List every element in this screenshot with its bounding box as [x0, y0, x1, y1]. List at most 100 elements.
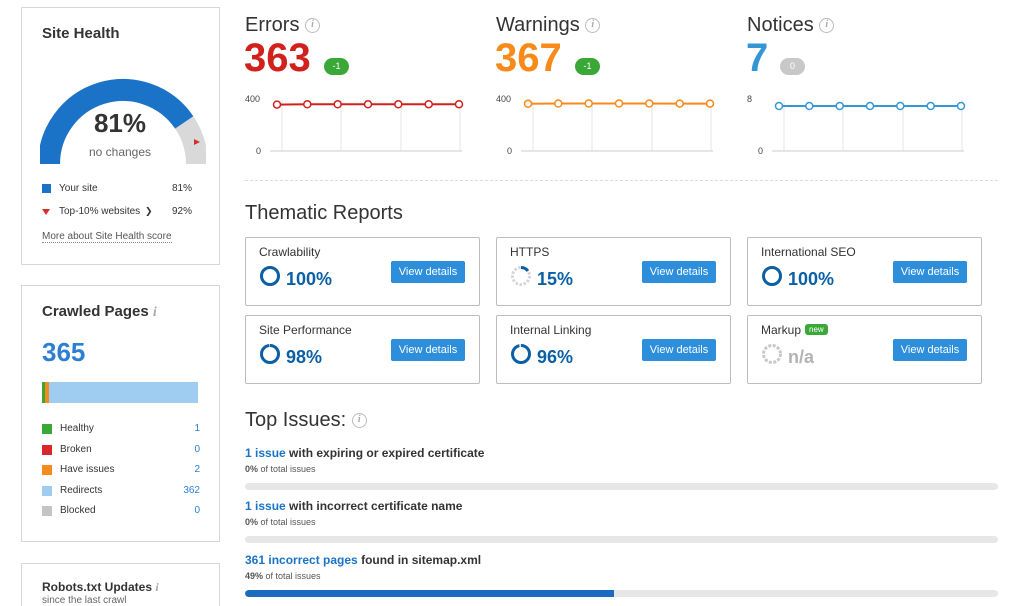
thematic-card-https: HTTPS 15% View details: [496, 237, 731, 306]
legend-swatch: [42, 464, 52, 475]
view-details-button[interactable]: View details: [391, 339, 465, 361]
thematic-reports-title: Thematic Reports: [245, 202, 403, 224]
notices-title: Notices i: [747, 14, 835, 37]
notices-label: Notices: [747, 14, 814, 36]
thematic-card-crawlability: Crawlability 100% View details: [245, 237, 480, 306]
warnings-point-1[interactable]: [554, 99, 563, 108]
crawled-row-label: Broken: [60, 444, 92, 455]
notices-point-4[interactable]: [896, 101, 905, 111]
bar-segment-healthy: [42, 382, 45, 403]
notices-point-3[interactable]: [865, 101, 875, 111]
crawled-pages-title: Crawled Pages i: [42, 303, 157, 320]
issue-progress-fill: [245, 590, 614, 597]
thematic-card-site-performance: Site Performance 98% View details: [245, 315, 480, 384]
issue-share: 0% of total issues: [245, 464, 316, 474]
errors-point-0[interactable]: [272, 100, 282, 109]
errors-point-4[interactable]: [394, 100, 403, 109]
axis-label: 400: [496, 94, 512, 104]
robots-subtitle: since the last crawl: [42, 595, 127, 606]
legend-value: 92%: [171, 206, 192, 217]
crawled-row-broken[interactable]: Broken 0: [42, 444, 200, 455]
legend-top10[interactable]: Top-10% websites ❯ 92%: [42, 206, 192, 217]
view-details-button[interactable]: View details: [642, 261, 716, 283]
errors-point-3[interactable]: [363, 100, 373, 109]
notices-count[interactable]: 7: [746, 36, 769, 80]
legend-swatch: [42, 423, 52, 434]
warnings-count[interactable]: 367: [495, 36, 562, 80]
errors-trend-chart: [270, 99, 464, 152]
warnings-point-0[interactable]: [523, 99, 533, 109]
info-icon[interactable]: i: [155, 580, 159, 594]
legend-swatch: [42, 505, 52, 516]
info-icon[interactable]: i: [351, 413, 367, 429]
bar-segment-have-issues: [45, 382, 49, 403]
info-icon[interactable]: i: [819, 18, 835, 34]
thematic-card-name: HTTPS: [510, 245, 550, 259]
site-health-status: no changes: [88, 145, 152, 159]
more-about-site-health-link[interactable]: More about Site Health score: [42, 231, 172, 243]
warnings-point-5[interactable]: [675, 99, 684, 108]
new-badge: new: [805, 324, 828, 335]
axis-label: 0: [758, 146, 764, 156]
view-details-button[interactable]: View details: [642, 339, 716, 361]
thematic-card-internal-linking: Internal Linking 96% View details: [496, 315, 731, 384]
chevron-down-icon[interactable]: ❯: [144, 206, 153, 216]
crawled-row-label: Healthy: [60, 423, 94, 434]
view-details-button[interactable]: View details: [893, 339, 967, 361]
warnings-point-6[interactable]: [705, 99, 715, 108]
warnings-point-2[interactable]: [584, 99, 593, 108]
notices-point-0[interactable]: [774, 101, 784, 111]
crawled-row-value[interactable]: 0: [194, 444, 200, 455]
errors-point-1[interactable]: [303, 100, 312, 109]
crawled-row-healthy[interactable]: Healthy 1: [42, 423, 200, 434]
errors-label: Errors: [245, 14, 300, 36]
axis-label: 0: [256, 146, 262, 156]
view-details-button[interactable]: View details: [391, 261, 465, 283]
info-icon[interactable]: i: [305, 18, 321, 34]
errors-point-6[interactable]: [454, 99, 464, 109]
errors-delta-badge: -1: [324, 58, 349, 75]
legend-label: Top-10% websites ❯: [59, 206, 153, 217]
issue-link[interactable]: 1 issue: [245, 499, 286, 513]
warnings-delta-badge: -1: [575, 58, 600, 75]
errors-count[interactable]: 363: [244, 36, 311, 80]
crawled-row-blocked[interactable]: Blocked 0: [42, 505, 200, 516]
legend-label: Your site: [59, 183, 98, 194]
crawled-pages-count: 365: [42, 337, 86, 367]
info-icon[interactable]: i: [585, 18, 601, 34]
progress-ring-icon: [762, 266, 782, 286]
progress-ring-icon: [511, 266, 531, 286]
crawled-pages-bar: [42, 382, 198, 403]
notices-point-2[interactable]: [835, 101, 844, 111]
warnings-point-4[interactable]: [645, 99, 654, 108]
crawled-row-have-issues[interactable]: Have issues 2: [42, 464, 200, 475]
view-details-button[interactable]: View details: [893, 261, 967, 283]
crawled-row-redirects[interactable]: Redirects 362: [42, 485, 200, 496]
issue-link[interactable]: 1 issue: [245, 446, 286, 460]
errors-point-2[interactable]: [333, 100, 342, 109]
warnings-trend-chart: [521, 99, 715, 152]
legend-your-site: Your site 81%: [42, 183, 192, 194]
errors-point-5[interactable]: [424, 99, 433, 109]
crawled-row-value[interactable]: 1: [194, 423, 200, 434]
issue-progress-bar: [245, 483, 998, 490]
progress-ring-icon: [260, 266, 280, 286]
warnings-point-3[interactable]: [614, 99, 624, 108]
warnings-label: Warnings: [496, 14, 580, 36]
progress-ring-icon: [762, 344, 782, 364]
crawled-row-value[interactable]: 362: [183, 485, 200, 496]
crawled-row-value[interactable]: 2: [194, 464, 200, 475]
notices-point-5[interactable]: [926, 101, 935, 111]
issue-link[interactable]: 361 incorrect pages: [245, 553, 358, 567]
top-issues-title: Top Issues: i: [245, 409, 367, 432]
notices-point-1[interactable]: [805, 101, 814, 111]
axis-label: 0: [507, 146, 513, 156]
crawled-row-value[interactable]: 0: [194, 505, 200, 516]
info-icon[interactable]: i: [152, 305, 157, 320]
crawled-pages-card: [21, 285, 220, 542]
legend-swatch: [42, 444, 52, 455]
metrics-divider: [245, 180, 998, 181]
axis-label: 400: [245, 94, 261, 104]
gauge-fill: [40, 79, 194, 165]
notices-point-6[interactable]: [956, 101, 966, 111]
